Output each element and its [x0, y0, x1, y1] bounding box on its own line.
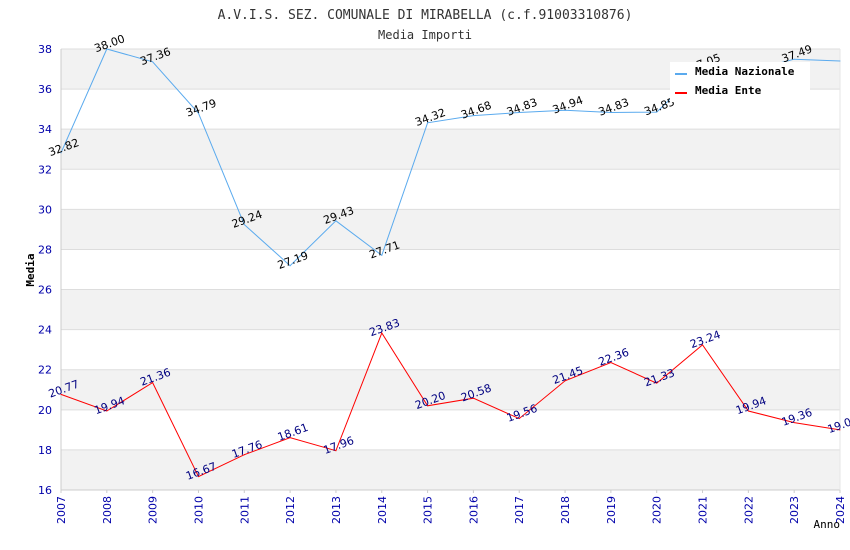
y-tick-label: 24	[38, 324, 52, 337]
data-point	[60, 393, 62, 395]
y-tick-label: 36	[38, 83, 52, 96]
data-point	[610, 112, 612, 114]
data-point	[518, 112, 520, 114]
data-label: 34.94	[551, 94, 585, 117]
x-tick-label: 2015	[422, 496, 435, 524]
x-tick-label: 2011	[238, 496, 251, 524]
data-point	[472, 115, 474, 117]
data-point	[564, 380, 566, 382]
x-tick-label: 2023	[788, 496, 801, 524]
data-point	[335, 450, 337, 452]
y-tick-label: 18	[38, 444, 52, 457]
x-axis-label: Anno	[814, 518, 841, 531]
data-point	[656, 382, 658, 384]
data-point	[839, 429, 841, 431]
data-point	[793, 58, 795, 60]
x-tick-label: 2007	[55, 496, 68, 524]
y-tick-label: 20	[38, 404, 52, 417]
data-point	[335, 220, 337, 222]
data-point	[656, 111, 658, 113]
data-point	[472, 397, 474, 399]
legend-label-nazionale: Media Nazionale	[695, 65, 795, 78]
data-label: 34.83	[505, 96, 539, 119]
y-tick-label: 26	[38, 284, 52, 297]
data-label: 22.36	[597, 346, 631, 369]
x-tick-label: 2014	[376, 496, 389, 524]
data-point	[197, 112, 199, 114]
data-point	[289, 437, 291, 439]
y-tick-label: 34	[38, 123, 52, 136]
data-label: 34.79	[184, 97, 218, 120]
data-point	[518, 418, 520, 420]
data-label: 34.83	[597, 96, 631, 119]
y-tick-label: 22	[38, 364, 52, 377]
data-label: 27.19	[276, 249, 310, 272]
grid-bands	[61, 49, 840, 490]
data-point	[152, 382, 154, 384]
legend-label-ente: Media Ente	[695, 84, 762, 97]
x-tick-label: 2012	[284, 496, 297, 524]
x-tick-label: 2008	[101, 496, 114, 524]
data-point	[839, 60, 841, 62]
data-label: 34.32	[413, 106, 447, 129]
data-point	[610, 362, 612, 364]
data-point	[243, 224, 245, 226]
x-ticks: 2007 2008 2009 2010 2011 2012 2013 2014 2015 2016…	[55, 490, 847, 524]
series-lines	[60, 48, 841, 478]
chart-subtitle: Media Importi	[378, 28, 472, 42]
data-point	[427, 122, 429, 124]
data-point	[702, 344, 704, 346]
series-line-media-ente	[60, 331, 841, 478]
x-tick-label: 2022	[742, 496, 755, 524]
y-tick-label: 30	[38, 203, 52, 216]
y-axis-label: Media	[24, 253, 37, 286]
data-point	[197, 476, 199, 478]
x-tick-label: 2021	[697, 496, 710, 524]
data-point	[381, 332, 383, 334]
grid-band	[61, 289, 840, 330]
data-label: 18.61	[276, 421, 310, 444]
data-label: 23.24	[688, 328, 722, 351]
x-tick-label: 2019	[605, 496, 618, 524]
data-point	[427, 405, 429, 407]
x-tick-label: 2010	[192, 496, 205, 524]
axes	[60, 49, 841, 491]
data-point	[60, 152, 62, 154]
y-tick-label: 32	[38, 163, 52, 176]
data-point	[106, 410, 108, 412]
grid-band	[61, 129, 840, 170]
x-tick-label: 2018	[559, 496, 572, 524]
grid-lines	[61, 48, 840, 491]
grid-band	[61, 209, 840, 250]
x-tick-label: 2016	[467, 496, 480, 524]
chart-title: A.V.I.S. SEZ. COMUNALE DI MIRABELLA (c.f…	[218, 8, 633, 23]
data-point	[793, 422, 795, 424]
y-tick-label: 16	[38, 484, 52, 497]
x-tick-label: 2024	[834, 496, 847, 524]
data-point	[564, 109, 566, 111]
grid-band	[61, 449, 840, 490]
legend-box	[670, 62, 810, 102]
data-point	[381, 254, 383, 256]
grid-band	[61, 369, 840, 410]
data-point	[289, 265, 291, 267]
data-point	[243, 454, 245, 456]
data-label: 19.00	[826, 413, 850, 436]
x-tick-label: 2020	[651, 496, 664, 524]
data-point	[747, 410, 749, 412]
data-point	[106, 48, 108, 50]
data-point	[152, 61, 154, 63]
x-tick-label: 2009	[147, 496, 160, 524]
x-tick-label: 2017	[513, 496, 526, 524]
x-tick-label: 2013	[330, 496, 343, 524]
y-tick-label: 28	[38, 243, 52, 256]
y-tick-label: 38	[38, 43, 52, 56]
legend: Media Nazionale Media Ente	[670, 62, 810, 102]
y-ticks: 16 18 20 22 24 26 28 30 32 34 36 38	[38, 43, 52, 497]
data-label: 34.68	[459, 99, 493, 122]
